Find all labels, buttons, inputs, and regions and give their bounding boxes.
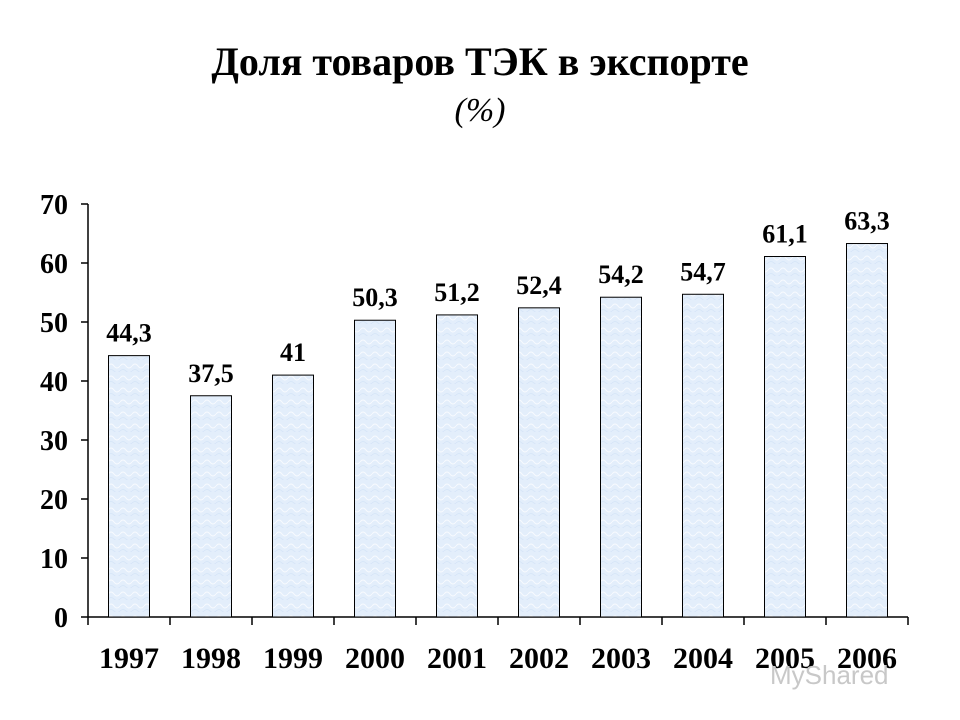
x-tick-label-2003: 2003 xyxy=(591,642,651,675)
bar-2003 xyxy=(600,296,642,618)
x-tick-label-2006: 2006 xyxy=(837,642,897,675)
bar-2006 xyxy=(846,243,888,618)
bar-2005 xyxy=(764,256,806,618)
bar-2002 xyxy=(518,307,560,618)
x-tick-label-2005: 2005 xyxy=(755,642,815,675)
y-tick-label: 60 xyxy=(40,249,68,280)
y-tick-label: 30 xyxy=(40,426,68,457)
bar-2000 xyxy=(354,319,396,618)
x-tick-label-1998: 1998 xyxy=(181,642,241,675)
y-tick-label: 0 xyxy=(54,603,68,634)
data-label-2001: 51,2 xyxy=(434,278,480,307)
x-tick-label-2001: 2001 xyxy=(427,642,487,675)
y-tick-label: 20 xyxy=(40,485,68,516)
bar-2001 xyxy=(436,314,478,618)
data-label-1998: 37,5 xyxy=(188,359,234,388)
bar-1997 xyxy=(108,355,150,618)
y-tick-label: 70 xyxy=(40,190,68,221)
data-label-2003: 54,2 xyxy=(598,260,644,289)
y-axis: 0 10 20 30 40 50 60 70 xyxy=(40,190,89,634)
x-tick-label-2002: 2002 xyxy=(509,642,569,675)
x-tick-label-2000: 2000 xyxy=(345,642,405,675)
bars xyxy=(108,243,888,618)
watermark: MyShared xyxy=(770,660,889,690)
bar-1998 xyxy=(190,395,232,618)
data-label-2000: 50,3 xyxy=(352,283,398,312)
data-label-2004: 54,7 xyxy=(680,257,726,286)
x-tick-label-1999: 1999 xyxy=(263,642,323,675)
data-label-2006: 63,3 xyxy=(844,207,890,236)
chart-subtitle: (%) xyxy=(454,92,506,129)
y-tick-label: 10 xyxy=(40,544,68,575)
data-labels: 44,3 37,5 41 50,3 51,2 52,4 54,2 54,7 61,1 63,3 xyxy=(106,207,890,388)
y-tick-label: 40 xyxy=(40,367,68,398)
x-tick-label-1997: 1997 xyxy=(99,642,159,675)
y-tick-label: 50 xyxy=(40,308,68,339)
data-label-1999: 41 xyxy=(280,338,306,367)
bar-2004 xyxy=(682,293,724,618)
bar-1999 xyxy=(272,374,314,618)
x-axis: 1997 1998 1999 2000 2001 2002 2003 2004 2005 2006 xyxy=(87,616,909,675)
data-label-2005: 61,1 xyxy=(762,220,808,249)
data-label-2002: 52,4 xyxy=(516,271,562,300)
chart-title: Доля товаров ТЭК в экспорте xyxy=(211,39,749,84)
x-tick-label-2004: 2004 xyxy=(673,642,733,675)
data-label-1997: 44,3 xyxy=(106,319,152,348)
